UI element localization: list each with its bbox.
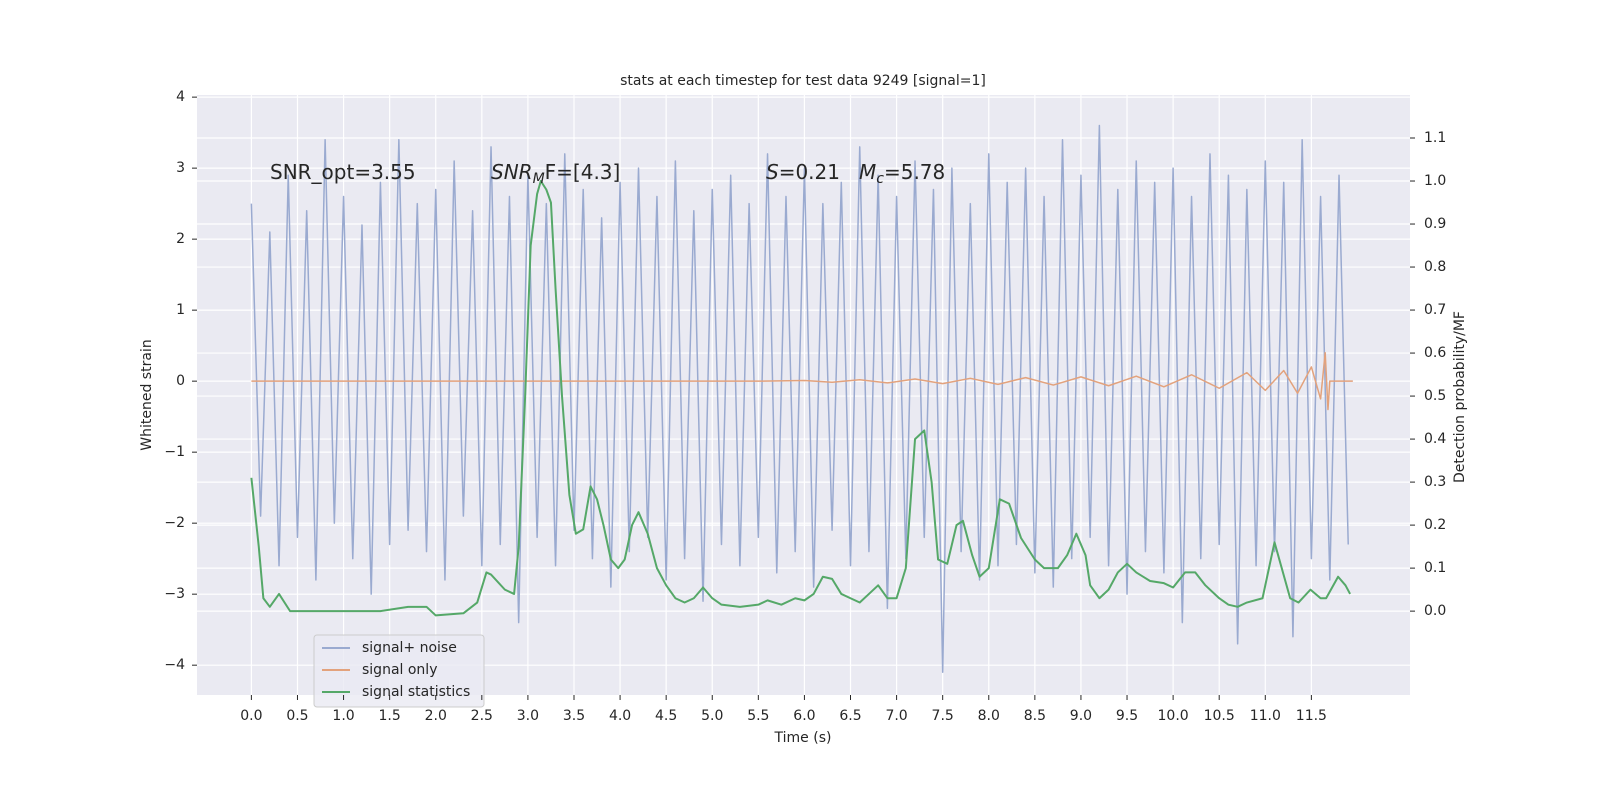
y2-tick-label: 0.5 xyxy=(1424,388,1446,404)
x-tick-label: 8.5 xyxy=(1024,708,1046,724)
x-tick-label: 2.0 xyxy=(425,708,447,724)
x-tick-label: 1.5 xyxy=(379,708,401,724)
y-tick-label: 3 xyxy=(176,160,185,176)
annotation: SNRMF=[4.3] xyxy=(491,160,620,188)
x-tick-label: 3.0 xyxy=(517,708,539,724)
x-tick-label: 0.5 xyxy=(286,708,308,724)
annotation-text: =0.21 xyxy=(779,160,840,184)
y2-tick-label: 0.2 xyxy=(1424,517,1446,533)
y2-tick-label: 0.6 xyxy=(1424,345,1446,361)
annotation-subscript: M xyxy=(533,171,545,187)
x-tick-label: 3.5 xyxy=(563,708,585,724)
marks xyxy=(250,124,1353,674)
y2-tick-label: 0.8 xyxy=(1424,259,1446,275)
y-tick-label: 1 xyxy=(176,302,185,318)
x-tick-label: 9.5 xyxy=(1116,708,1138,724)
x-tick-label: 0.0 xyxy=(240,708,262,724)
x-tick-label: 7.0 xyxy=(885,708,907,724)
y2-tick-label: 0.4 xyxy=(1424,431,1446,447)
annotation: SNR_opt=3.55 xyxy=(270,160,416,184)
annotation: Mc=5.78 xyxy=(859,160,945,188)
x-tick-label: 10.0 xyxy=(1158,708,1189,724)
chart-title: stats at each timestep for test data 924… xyxy=(620,73,986,89)
x-tick-label: 5.0 xyxy=(701,708,723,724)
y-tick-label: 0 xyxy=(176,373,185,389)
y2-tick-label: 1.0 xyxy=(1424,173,1446,189)
x-tick-label: 11.0 xyxy=(1250,708,1281,724)
annotation-text: SNR_opt=3.55 xyxy=(270,160,416,184)
legend-label: signal+ noise xyxy=(362,640,457,656)
x-tick-label: 1.0 xyxy=(332,708,354,724)
x-tick-label: 4.0 xyxy=(609,708,631,724)
series-line xyxy=(251,352,1353,411)
y-tick-label: 4 xyxy=(176,89,185,105)
y2-tick-label: 0.7 xyxy=(1424,302,1446,318)
x-tick-label: 11.5 xyxy=(1296,708,1327,724)
annotation: S=0.21 xyxy=(766,160,840,184)
y-axis-label: Whitened strain xyxy=(139,339,155,450)
y-tick-label: −3 xyxy=(164,586,185,602)
x-tick-label: 6.5 xyxy=(839,708,861,724)
x-tick-label: 4.5 xyxy=(655,708,677,724)
series-line xyxy=(250,180,1351,617)
y-tick-label: 2 xyxy=(176,231,185,247)
x-tick-label: 10.5 xyxy=(1204,708,1235,724)
y2-tick-label: 0.3 xyxy=(1424,474,1446,490)
y2-tick-label: 1.1 xyxy=(1424,130,1446,146)
y-tick-label: −2 xyxy=(164,515,185,531)
annotation-text: F=[4.3] xyxy=(545,160,621,184)
x-tick-label: 5.5 xyxy=(747,708,769,724)
x-axis-label: Time (s) xyxy=(774,730,832,746)
legend-label: signal only xyxy=(362,662,437,678)
x-tick-label: 2.5 xyxy=(471,708,493,724)
annotation-text: M xyxy=(859,160,876,184)
legend-box xyxy=(313,634,485,708)
annotation-text: =5.78 xyxy=(884,160,945,184)
legend: signal+ noise signal only signal statistic… xyxy=(313,634,485,708)
y2-tick-label: 0.0 xyxy=(1424,603,1446,619)
y2-tick-label: 0.1 xyxy=(1424,560,1446,576)
y-tick-label: −1 xyxy=(164,444,185,460)
series-line xyxy=(250,124,1349,674)
x-tick-label: 7.5 xyxy=(932,708,954,724)
x-tick-label: 6.0 xyxy=(793,708,815,724)
legend-label: signal statistics xyxy=(362,684,470,700)
x-tick-label: 8.0 xyxy=(978,708,1000,724)
annotation-subscript: c xyxy=(876,171,884,187)
x-tick-label: 9.0 xyxy=(1070,708,1092,724)
y-tick-label: −4 xyxy=(164,657,185,673)
y2-axis-label: Detection probability/MF xyxy=(1452,311,1468,483)
y2-tick-label: 0.9 xyxy=(1424,216,1446,232)
annotation-text: SNR xyxy=(491,160,533,184)
annotation-text: S xyxy=(766,160,779,184)
